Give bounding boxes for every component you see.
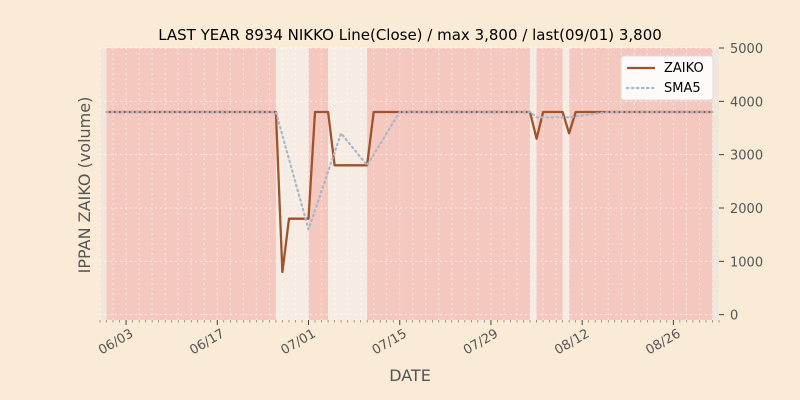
y-tick-label-1: 1000: [730, 255, 763, 270]
y-tick-label-3: 3000: [730, 149, 763, 164]
series-lines: [105, 110, 714, 274]
y-axis: 0 1000 2000 3000 4000 5000: [719, 42, 763, 324]
legend: ZAIKO SMA5: [620, 55, 714, 101]
y-tick-label-0: 0: [730, 309, 738, 324]
shaded-region-1: [275, 48, 309, 320]
y-tick-label-2: 2000: [730, 202, 763, 217]
y-axis-label: IPPAN ZAIKO (volume): [75, 97, 94, 274]
y-tick-label-4: 4000: [730, 95, 763, 110]
shaded-region-6: [536, 48, 563, 320]
series-line-sma5: [105, 110, 714, 231]
shaded-region-2: [308, 48, 329, 320]
shaded-region-5: [530, 48, 537, 320]
legend-label-zaiko: ZAIKO: [664, 61, 704, 76]
y-tick-label-5: 5000: [730, 42, 763, 57]
legend-label-sma5: SMA5: [664, 81, 701, 96]
chart-title: LAST YEAR 8934 NIKKO Line(Close) / max 3…: [158, 26, 662, 44]
shaded-region-7: [562, 48, 570, 320]
shaded-region-4: [367, 48, 531, 320]
series-line-zaiko: [106, 110, 713, 274]
x-axis-label: DATE: [389, 366, 431, 385]
